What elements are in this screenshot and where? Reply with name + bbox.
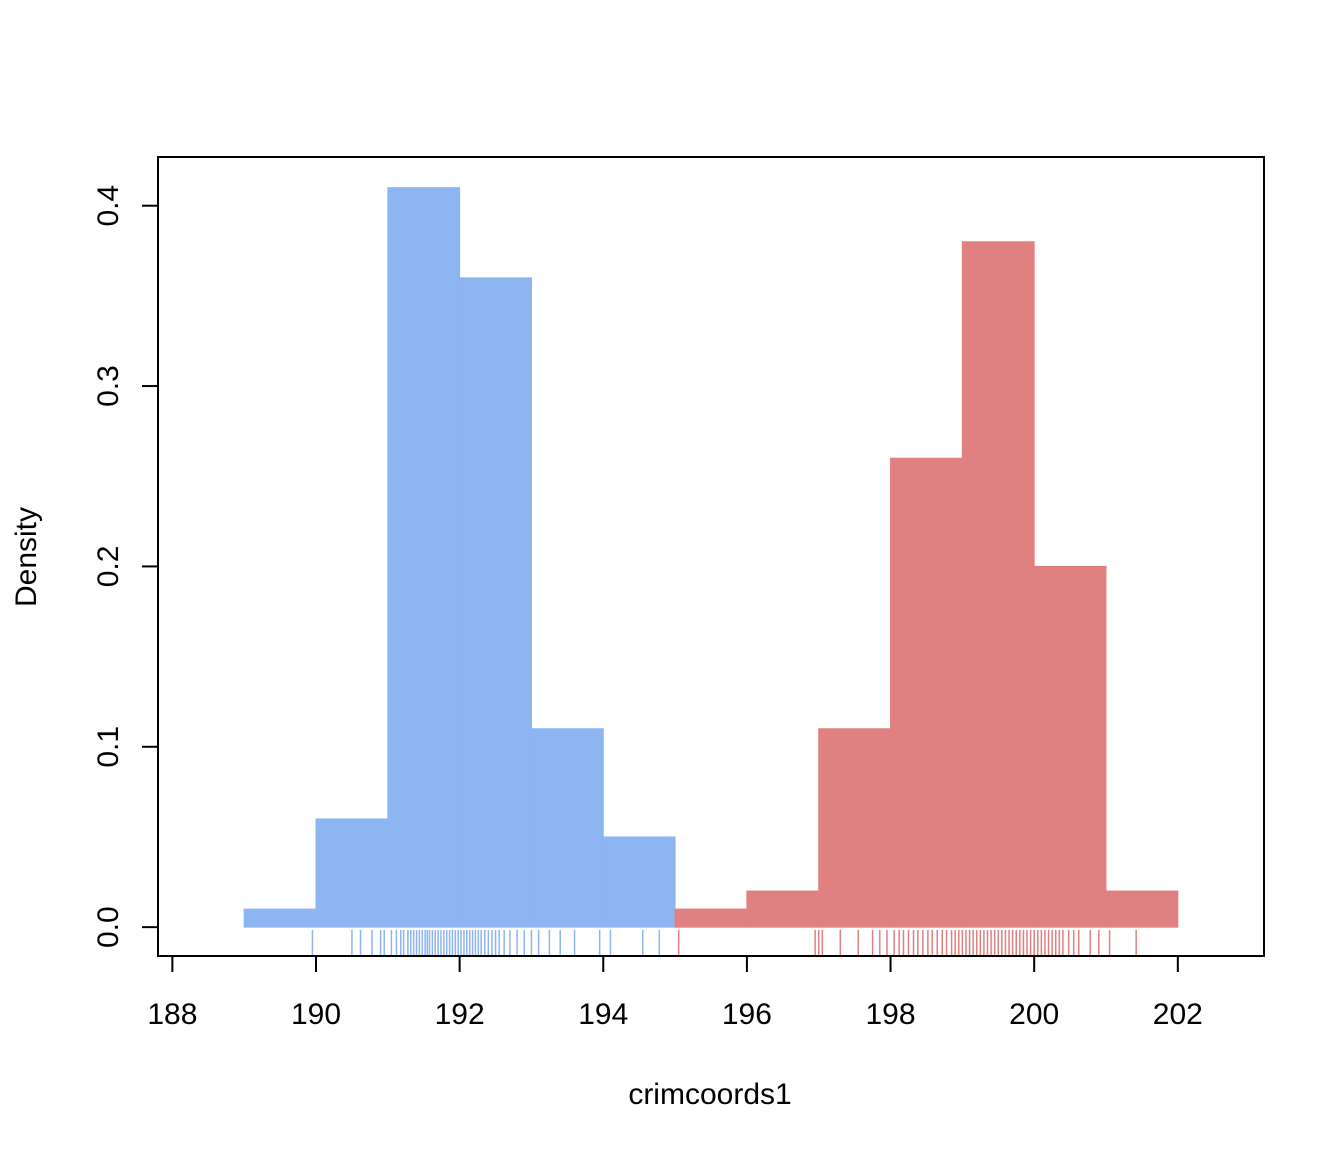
rug-marks xyxy=(311,930,1137,956)
y-axis-title: Density xyxy=(10,507,43,607)
y-axis-tick-label: 0.1 xyxy=(92,726,125,768)
histogram-bar xyxy=(530,728,604,928)
x-axis-tick-label: 194 xyxy=(578,998,628,1031)
x-axis-tick-label: 188 xyxy=(147,998,197,1031)
histogram-bar xyxy=(1033,565,1107,928)
y-axis-tick-label: 0.3 xyxy=(92,365,125,407)
x-axis-title: crimcoords1 xyxy=(628,1078,791,1111)
x-axis-tick-label: 192 xyxy=(435,998,485,1031)
x-axis-tick-label: 202 xyxy=(1153,998,1203,1031)
y-axis-tick-label: 0.0 xyxy=(92,906,125,948)
histogram-bar xyxy=(602,836,676,928)
histogram-bar xyxy=(746,890,820,928)
y-axis-tick-label: 0.4 xyxy=(92,185,125,227)
x-axis-tick-label: 196 xyxy=(722,998,772,1031)
y-axis-tick-label: 0.2 xyxy=(92,546,125,588)
histogram-bar xyxy=(387,187,461,928)
histogram-bar xyxy=(674,908,748,928)
histogram-bar xyxy=(315,818,389,928)
x-axis-tick-label: 198 xyxy=(866,998,916,1031)
x-axis-tick-label: 190 xyxy=(291,998,341,1031)
histogram-bar xyxy=(818,728,892,928)
x-axis-tick-label: 200 xyxy=(1009,998,1059,1031)
histogram-bar xyxy=(961,241,1035,928)
histogram-bar xyxy=(459,277,532,928)
histogram-bar xyxy=(1105,890,1179,928)
y-axis: 0.0 0.1 0.2 0.3 0.4 xyxy=(92,185,159,948)
histogram-bar xyxy=(890,457,963,928)
histogram-bars xyxy=(243,187,1179,928)
histogram-bar xyxy=(243,908,317,928)
x-axis: 188 190 192 194 196 198 200 202 xyxy=(147,955,1203,1031)
